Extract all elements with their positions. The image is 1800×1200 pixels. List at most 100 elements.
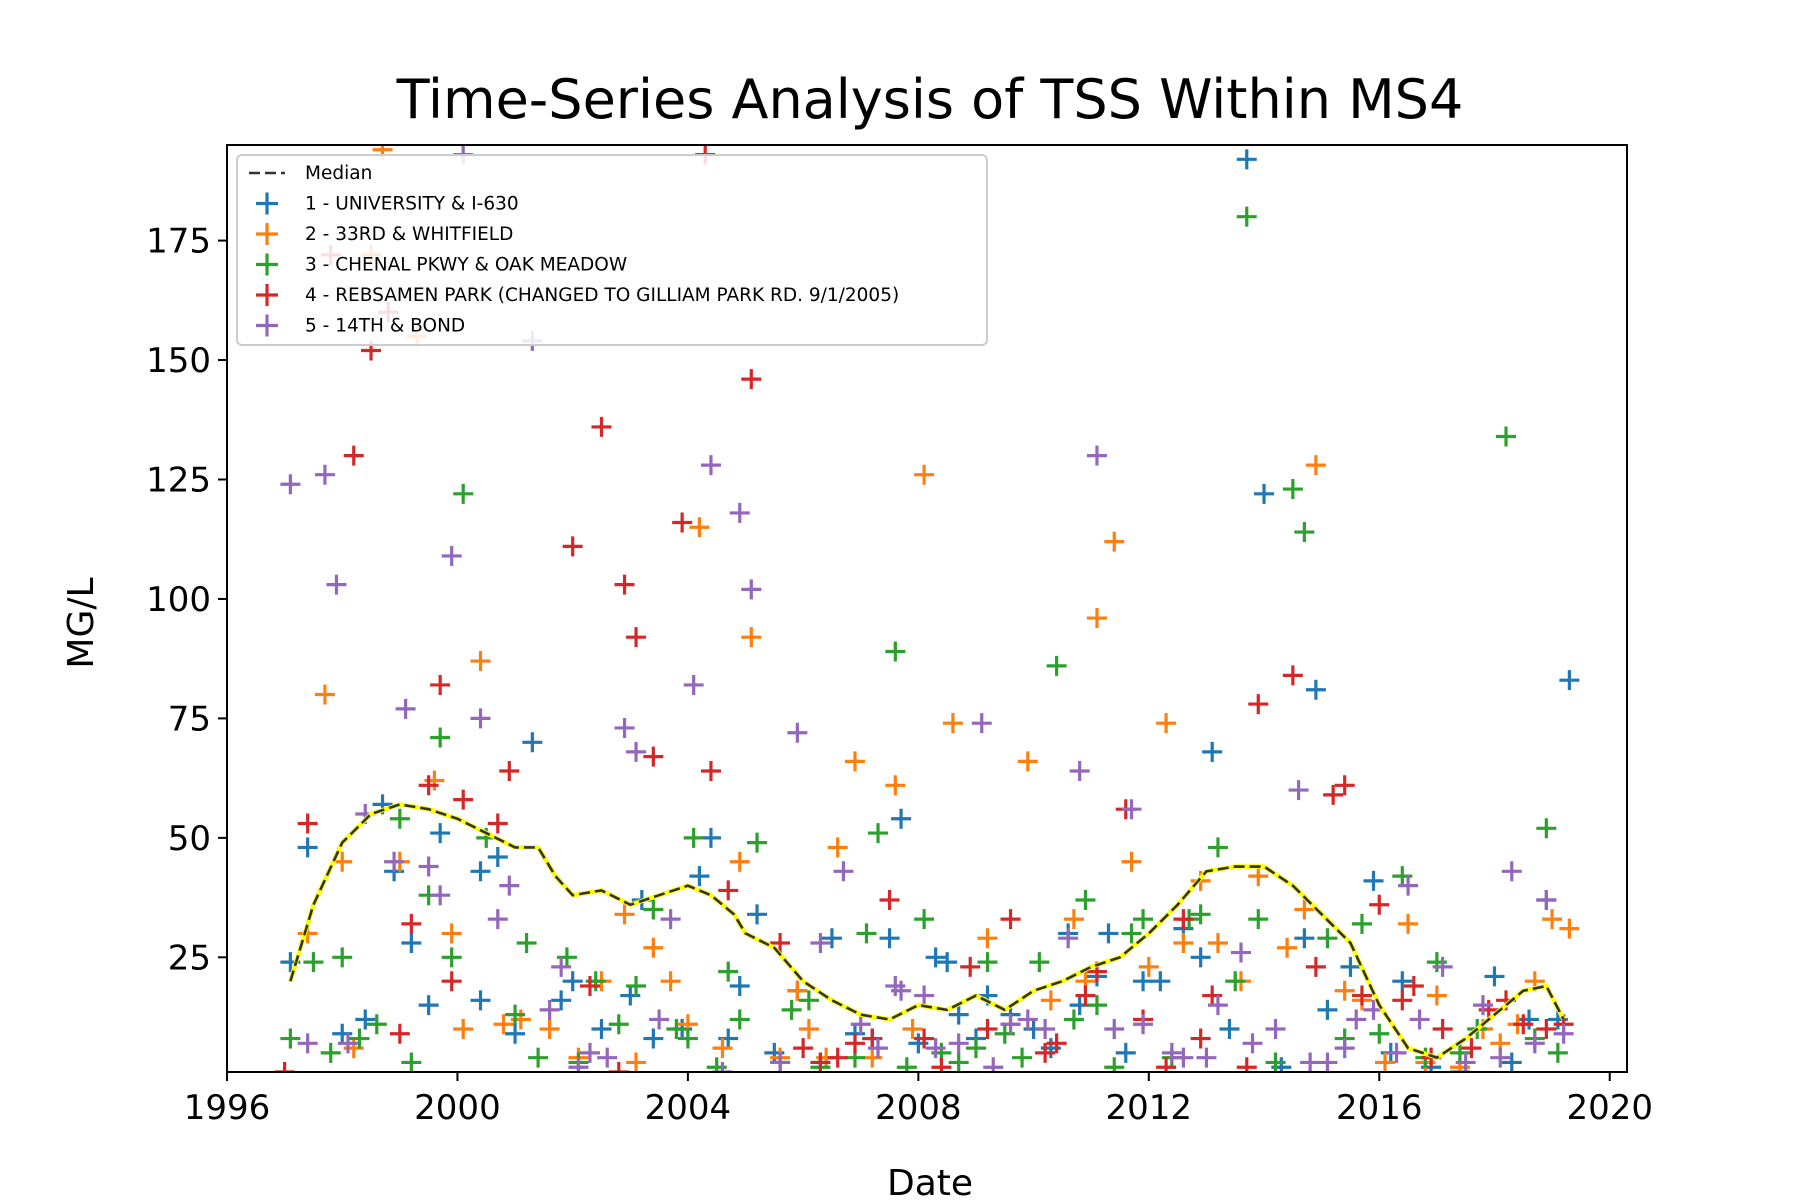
data-point: [1063, 1009, 1084, 1030]
data-point: [1334, 1038, 1355, 1059]
legend: Median 1 - UNIVERSITY & I-630 2 - 33RD & W…: [236, 154, 988, 346]
data-point: [1046, 655, 1067, 676]
data-point: [1553, 1023, 1574, 1044]
data-point: [983, 1057, 1004, 1072]
x-tick-label: 2000: [414, 1088, 501, 1128]
data-point: [925, 1038, 946, 1059]
data-point: [1069, 760, 1090, 781]
data-point: [948, 1033, 969, 1054]
data-point: [337, 1033, 358, 1054]
data-point: [441, 947, 462, 968]
data-point: [505, 1023, 526, 1044]
data-point: [1305, 679, 1326, 700]
legend-marker: [256, 223, 278, 245]
data-point: [551, 956, 572, 977]
data-point: [1559, 670, 1580, 691]
data-point: [1363, 870, 1384, 891]
data-point: [505, 1004, 526, 1025]
data-point: [1000, 1014, 1021, 1035]
data-point: [885, 775, 906, 796]
data-point: [1398, 913, 1419, 934]
data-point: [326, 574, 347, 595]
data-point: [470, 708, 491, 729]
data-point: [1012, 1047, 1033, 1068]
data-point: [487, 846, 508, 867]
data-point: [1133, 1014, 1154, 1035]
data-point: [879, 889, 900, 910]
data-point: [1035, 1018, 1056, 1039]
x-axis: 1996 2000 2004 2008 2012 2016 2020: [184, 1072, 1653, 1128]
data-point: [470, 861, 491, 882]
data-point: [1490, 1047, 1511, 1068]
data-point: [343, 445, 364, 466]
data-point: [700, 760, 721, 781]
x-tick-label: 2008: [875, 1088, 962, 1128]
data-point: [401, 913, 422, 934]
legend-label: 5 - 14TH & BOND: [305, 316, 465, 337]
legend-label: 3 - CHENAL PKWY & OAK MEADOW: [305, 255, 627, 276]
data-point: [608, 1014, 629, 1035]
data-point: [487, 909, 508, 930]
data-point: [741, 579, 762, 600]
data-point: [418, 995, 439, 1016]
data-point: [1536, 818, 1557, 839]
data-point: [1156, 713, 1177, 734]
data-point: [1305, 956, 1326, 977]
data-point: [614, 574, 635, 595]
legend-label: 1 - UNIVERSITY & I-630: [305, 194, 519, 215]
x-tick-label: 2012: [1106, 1088, 1193, 1128]
data-point: [643, 1028, 664, 1049]
data-point: [579, 975, 600, 996]
data-point: [660, 909, 681, 930]
data-point: [1334, 775, 1355, 796]
data-point: [355, 1009, 376, 1030]
data-point: [810, 932, 831, 953]
data-point: [1017, 1009, 1038, 1030]
x-tick-label: 2004: [645, 1088, 732, 1128]
data-point: [649, 1009, 670, 1030]
data-point: [470, 990, 491, 1011]
data-point: [1317, 928, 1338, 949]
data-point: [349, 1028, 370, 1049]
y-tick-label: 25: [168, 938, 211, 978]
data-point: [977, 928, 998, 949]
data-point: [499, 760, 520, 781]
data-point: [1248, 866, 1269, 887]
data-point: [914, 1028, 935, 1049]
data-point: [280, 1028, 301, 1049]
data-point: [868, 823, 889, 844]
data-point: [1294, 928, 1315, 949]
data-point: [1317, 999, 1338, 1020]
x-tick-label: 2016: [1336, 1088, 1423, 1128]
data-point: [850, 1014, 871, 1035]
data-point: [430, 674, 451, 695]
data-point: [1098, 923, 1119, 944]
data-point: [401, 932, 422, 953]
data-point: [971, 713, 992, 734]
data-point: [314, 684, 335, 705]
data-point: [1496, 426, 1517, 447]
data-point: [787, 980, 808, 1001]
data-point: [643, 937, 664, 958]
data-point: [1317, 1052, 1338, 1072]
x-tick-label: 2020: [1566, 1088, 1653, 1128]
data-point: [937, 952, 958, 973]
data-point: [516, 932, 537, 953]
data-point: [1133, 909, 1154, 930]
data-point: [1265, 1052, 1286, 1072]
data-point: [1248, 694, 1269, 715]
data-point: [608, 1062, 629, 1072]
data-point: [729, 502, 750, 523]
data-point: [747, 832, 768, 853]
data-point: [672, 512, 693, 533]
data-point: [827, 837, 848, 858]
data-point: [1536, 889, 1557, 910]
data-point: [1196, 1047, 1217, 1068]
data-point: [1202, 741, 1223, 762]
data-point: [522, 732, 543, 753]
data-point: [1236, 206, 1257, 227]
data-point: [626, 741, 647, 762]
x-axis-label: Date: [887, 1163, 973, 1200]
data-point: [1392, 971, 1413, 992]
data-point: [844, 751, 865, 772]
